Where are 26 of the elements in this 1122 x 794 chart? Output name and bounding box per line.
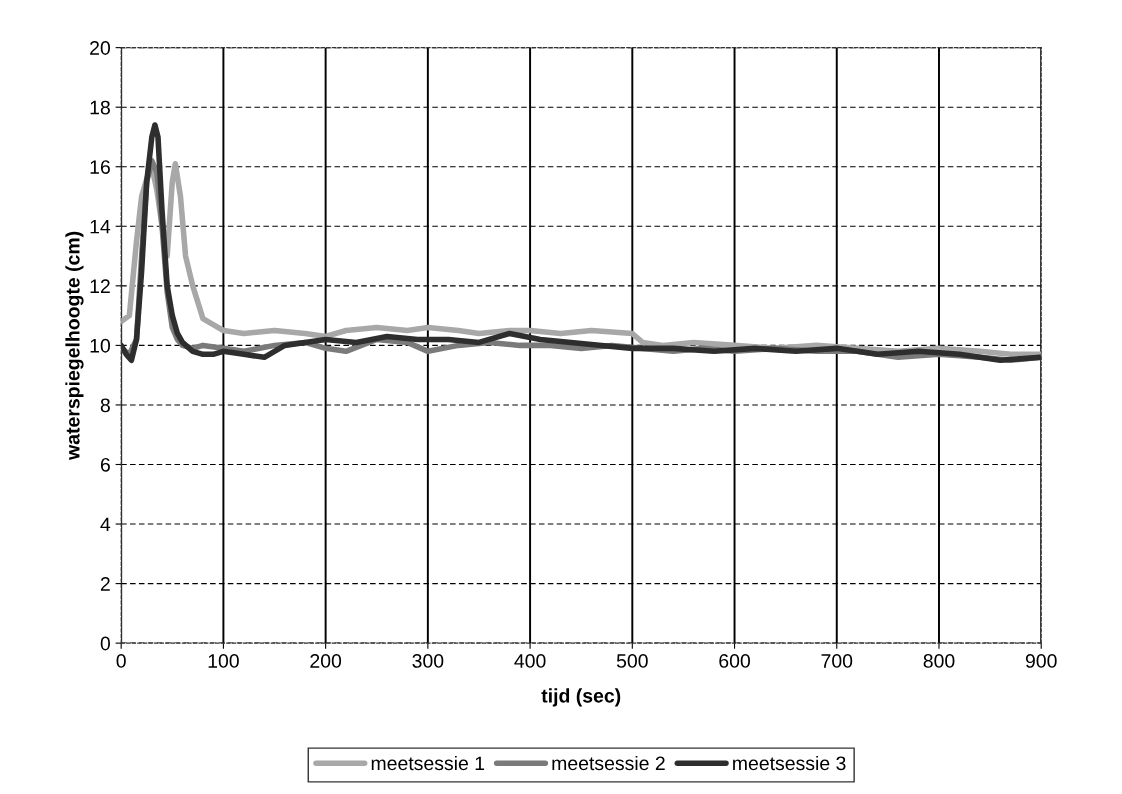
- x-tick-label: 100: [208, 654, 239, 668]
- y-tick-label: 0: [100, 636, 110, 651]
- y-tick-label: 2: [100, 577, 110, 591]
- y-tick-label: 14: [90, 219, 111, 234]
- y-axis-title: waterspiegelhoogte (cm): [65, 231, 84, 460]
- legend-label: meetsessie 1: [371, 755, 485, 771]
- y-tick-label: 18: [90, 100, 110, 115]
- x-tick-label: 400: [514, 654, 546, 668]
- x-tick-label: 200: [310, 654, 342, 668]
- y-tick-label: 4: [100, 517, 111, 532]
- x-tick-label: 600: [719, 654, 750, 668]
- y-tick-label: 12: [90, 279, 110, 293]
- legend-label: meetsessie 2: [552, 755, 665, 771]
- x-tick-label: 800: [923, 654, 955, 668]
- y-tick-label: 8: [100, 398, 110, 413]
- y-tick-label: 10: [90, 338, 110, 353]
- x-tick-label: 500: [616, 654, 648, 668]
- x-tick-label: 700: [821, 654, 853, 668]
- x-axis-title: tijd (sec): [541, 688, 621, 707]
- legend-label: meetsessie 3: [733, 755, 846, 771]
- y-tick-label: 16: [90, 160, 110, 174]
- y-tick-label: 20: [90, 41, 110, 55]
- y-tick-label: 6: [100, 457, 110, 472]
- x-tick-label: 300: [412, 654, 444, 668]
- x-tick-label: 900: [1025, 654, 1057, 668]
- x-tick-label: 0: [116, 654, 126, 668]
